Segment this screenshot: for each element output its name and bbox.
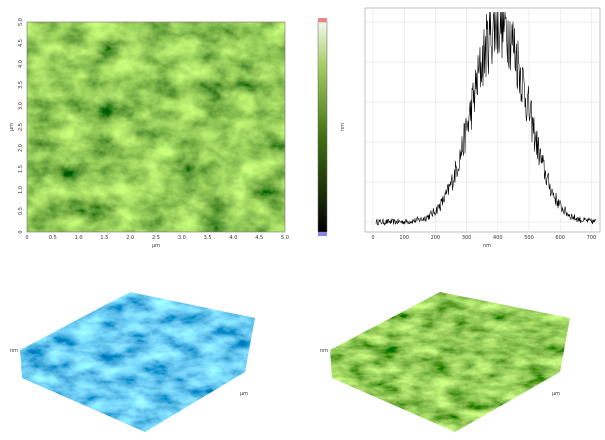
x-tick-label: 600 [555, 235, 565, 241]
x-tick-label: 700 [587, 235, 597, 241]
colorbar-cap [318, 232, 327, 236]
colorbar [318, 22, 327, 232]
y-tick-label: 4.5 [18, 39, 24, 47]
histogram [365, 8, 600, 232]
x-tick-label: 100 [399, 235, 409, 241]
y-tick-label: 2.5 [18, 123, 24, 131]
x-tick-label: 0.5 [49, 235, 57, 241]
x-tick-label: 5.0 [281, 235, 289, 241]
surface-green [325, 285, 575, 435]
x-tick-label: 4.0 [229, 235, 237, 241]
y-tick-label: 1.0 [18, 186, 24, 194]
y-tick-label: 5.0 [18, 18, 24, 26]
x-tick-label: 3.0 [178, 235, 186, 241]
y-tick-label: 3.0 [18, 102, 24, 110]
surface-texture [325, 285, 575, 435]
surface-blue [15, 285, 260, 435]
figure: μm μm nm nm nm μm nm μm 0 0.5 1.0 1.5 2.0 2.5… [0, 0, 605, 436]
x-axis-label: μm [152, 243, 160, 249]
histogram-x-label: nm [483, 243, 491, 249]
x-tick-label: 200 [431, 235, 441, 241]
x-tick-label: 3.5 [204, 235, 212, 241]
x-tick-label: 0 [25, 235, 28, 241]
y-tick-label: 4.0 [18, 60, 24, 68]
axis-label: μm [240, 391, 248, 397]
x-tick-label: 2.0 [126, 235, 134, 241]
x-tick-label: 4.5 [255, 235, 263, 241]
afm-image [27, 22, 285, 232]
x-tick-label: 500 [524, 235, 534, 241]
y-tick-label: 2.0 [18, 144, 24, 152]
colorbar-cap [318, 18, 327, 22]
y-tick-label: 0.5 [18, 207, 24, 215]
z-label: nm [320, 348, 328, 354]
y-axis-label: μm [9, 123, 15, 131]
x-tick-label: 2.5 [152, 235, 160, 241]
axis-label: μm [552, 391, 560, 397]
surface-texture [15, 285, 260, 435]
x-tick-label: 0 [371, 235, 374, 241]
histogram-frame [365, 8, 600, 232]
colorbar-label: nm [340, 123, 346, 131]
x-tick-label: 1.0 [75, 235, 83, 241]
y-tick-label: 1.5 [18, 165, 24, 173]
x-tick-label: 300 [462, 235, 472, 241]
x-tick-label: 1.5 [100, 235, 108, 241]
y-tick-label: 3.5 [18, 81, 24, 89]
z-label: nm [10, 348, 18, 354]
x-tick-label: 400 [493, 235, 503, 241]
y-tick-label: 0 [18, 230, 24, 233]
